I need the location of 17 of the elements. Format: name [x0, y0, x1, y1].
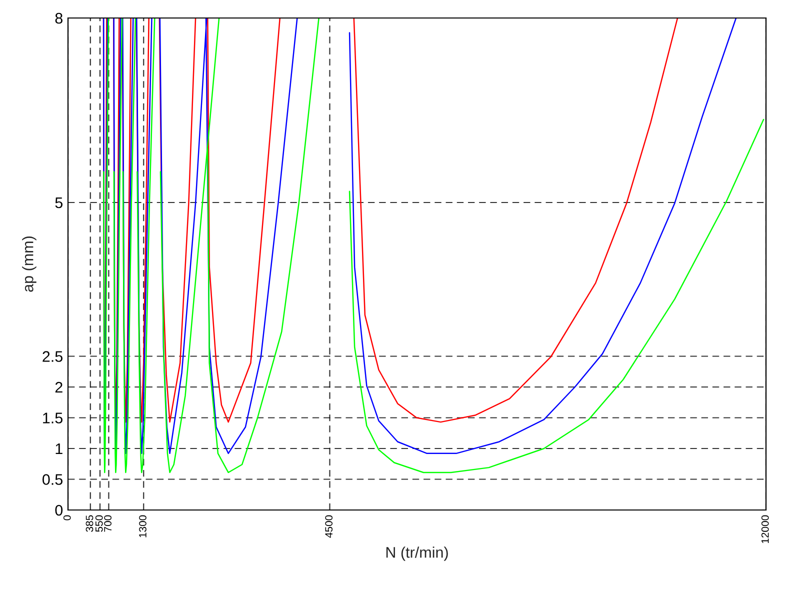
y-axis-title: ap (mm) — [22, 236, 36, 292]
x-tick-label: 0 — [63, 515, 71, 520]
x-tick-label: 1300 — [139, 515, 146, 538]
x-tick-label: 385 — [86, 515, 94, 532]
x-tick-label: 700 — [104, 515, 112, 532]
x-tick-label: 550 — [95, 515, 103, 532]
x-axis-title: N (tr/min) — [386, 546, 448, 561]
y-tick-label: 0.5 — [42, 474, 62, 485]
y-tick-label: 1.5 — [43, 412, 62, 424]
y-tick-label: 0 — [55, 504, 63, 516]
y-tick-label: 2.5 — [42, 351, 62, 362]
y-tick-label: 2 — [55, 382, 62, 393]
x-tick-label: 12000 — [761, 515, 769, 544]
x-tick-label: 4500 — [325, 515, 333, 538]
y-tick-label: 5 — [55, 198, 62, 208]
y-tick-label: 1 — [56, 444, 62, 454]
y-tick-label: 8 — [55, 12, 62, 24]
